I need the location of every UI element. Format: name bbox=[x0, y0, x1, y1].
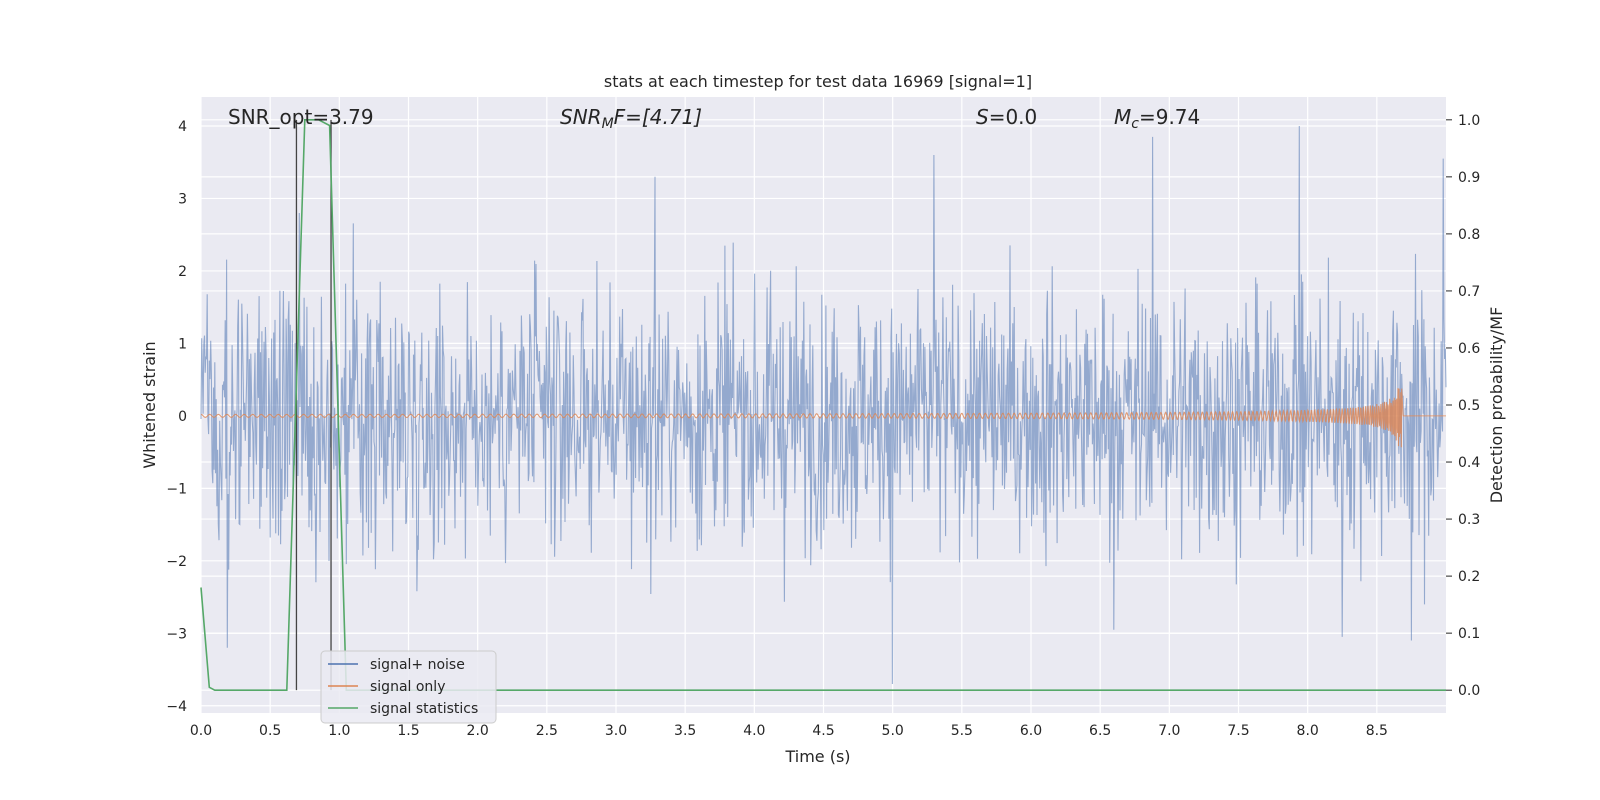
y-tick-label-1: 3 bbox=[178, 191, 187, 207]
y-tick-label-5: −1 bbox=[166, 481, 187, 497]
y-tick-label-4: 0 bbox=[178, 409, 187, 425]
annotation-s-value: =0.0 bbox=[989, 105, 1038, 129]
y-tick-label-7: −3 bbox=[166, 626, 187, 642]
legend-label-signal-statistics: signal statistics bbox=[370, 701, 478, 717]
series-signal-only bbox=[200, 388, 1446, 448]
annotation-s-symbol: S bbox=[976, 105, 989, 129]
x-tick-label-15: 7.5 bbox=[1227, 723, 1249, 739]
x-axis-label: Time (s) bbox=[784, 747, 850, 766]
x-tick-label-14: 7.0 bbox=[1158, 723, 1180, 739]
y2-tick-label-7: 0.3 bbox=[1458, 512, 1480, 528]
annotation-mc-symbol: M bbox=[1114, 105, 1131, 129]
annotation-snr-mf: SNRMF=[4.71] bbox=[560, 105, 702, 132]
x-tick-label-1: 0.5 bbox=[259, 723, 281, 739]
x-tick-label-13: 6.5 bbox=[1089, 723, 1111, 739]
x-tick-label-9: 4.5 bbox=[812, 723, 834, 739]
y2-tick-label-6: 0.4 bbox=[1458, 455, 1480, 471]
y2-axis-label: Detection probability/MF bbox=[1487, 307, 1506, 504]
y2-tick-label-5: 0.5 bbox=[1458, 398, 1480, 414]
x-tick-label-2: 1.0 bbox=[328, 723, 350, 739]
y2-tick-label-1: 0.9 bbox=[1458, 170, 1480, 186]
legend-box bbox=[320, 650, 497, 724]
x-tick-label-7: 3.5 bbox=[674, 723, 696, 739]
x-tick-label-6: 3.0 bbox=[605, 723, 627, 739]
y-tick-label-8: −4 bbox=[166, 699, 187, 715]
y2-tick-label-0: 1.0 bbox=[1458, 113, 1480, 129]
y2-tick-label-9: 0.1 bbox=[1458, 626, 1480, 642]
x-tick-label-0: 0.0 bbox=[190, 723, 212, 739]
y2-tick-label-2: 0.8 bbox=[1458, 227, 1480, 243]
y-tick-label-6: −2 bbox=[166, 554, 187, 570]
y2-tick-label-8: 0.2 bbox=[1458, 569, 1480, 585]
legend-label-signal-only: signal only bbox=[370, 679, 445, 695]
x-tick-label-5: 2.5 bbox=[536, 723, 558, 739]
chart-title: stats at each timestep for test data 169… bbox=[604, 72, 1032, 91]
annotation-s: S=0.0 bbox=[976, 105, 1037, 129]
y-tick-label-2: 2 bbox=[178, 264, 187, 280]
x-tick-label-16: 8.0 bbox=[1297, 723, 1319, 739]
x-axis-ticks: 0.0 0.5 1.0 1.5 2.0 2.5 3.0 3.5 4.0 4.5 5.0 5.5 6.0 6… bbox=[190, 723, 1388, 739]
x-tick-label-11: 5.5 bbox=[951, 723, 973, 739]
annotation-snr-mf-subscript: M bbox=[602, 116, 614, 132]
x-tick-label-3: 1.5 bbox=[397, 723, 419, 739]
y-tick-label-3: 1 bbox=[178, 336, 187, 352]
y2-tick-label-4: 0.6 bbox=[1458, 341, 1480, 357]
y-axis-label: Whitened strain bbox=[140, 341, 159, 468]
y-axis-ticks: 4 3 2 1 0 −1 −2 −3 −4 bbox=[166, 119, 187, 715]
x-tick-label-4: 2.0 bbox=[467, 723, 489, 739]
legend-label-signal-noise: signal+ noise bbox=[370, 657, 465, 673]
legend: signal+ noise signal only signal statist… bbox=[320, 650, 497, 724]
annotation-mc-subscript: c bbox=[1131, 116, 1139, 132]
annotation-snr-opt: SNR_opt=3.79 bbox=[228, 105, 374, 129]
x-tick-label-8: 4.0 bbox=[743, 723, 765, 739]
annotation-snr-mf-symbol: SNR bbox=[560, 105, 602, 129]
x-tick-label-17: 8.5 bbox=[1366, 723, 1388, 739]
y2-axis-ticks: 1.0 0.9 0.8 0.7 0.6 0.5 0.4 0.3 0.2 0.1 0.0 bbox=[1446, 113, 1480, 699]
annotation-snr-mf-value: F=[4.71] bbox=[614, 105, 702, 129]
x-tick-label-10: 5.0 bbox=[882, 723, 904, 739]
y-tick-label-0: 4 bbox=[178, 119, 187, 135]
y2-tick-label-10: 0.0 bbox=[1458, 683, 1480, 699]
signal-only-line bbox=[200, 388, 1446, 448]
annotation-mc: Mc=9.74 bbox=[1114, 105, 1200, 132]
y2-tick-label-3: 0.7 bbox=[1458, 284, 1480, 300]
annotation-mc-value: =9.74 bbox=[1139, 105, 1200, 129]
x-tick-label-12: 6.0 bbox=[1020, 723, 1042, 739]
